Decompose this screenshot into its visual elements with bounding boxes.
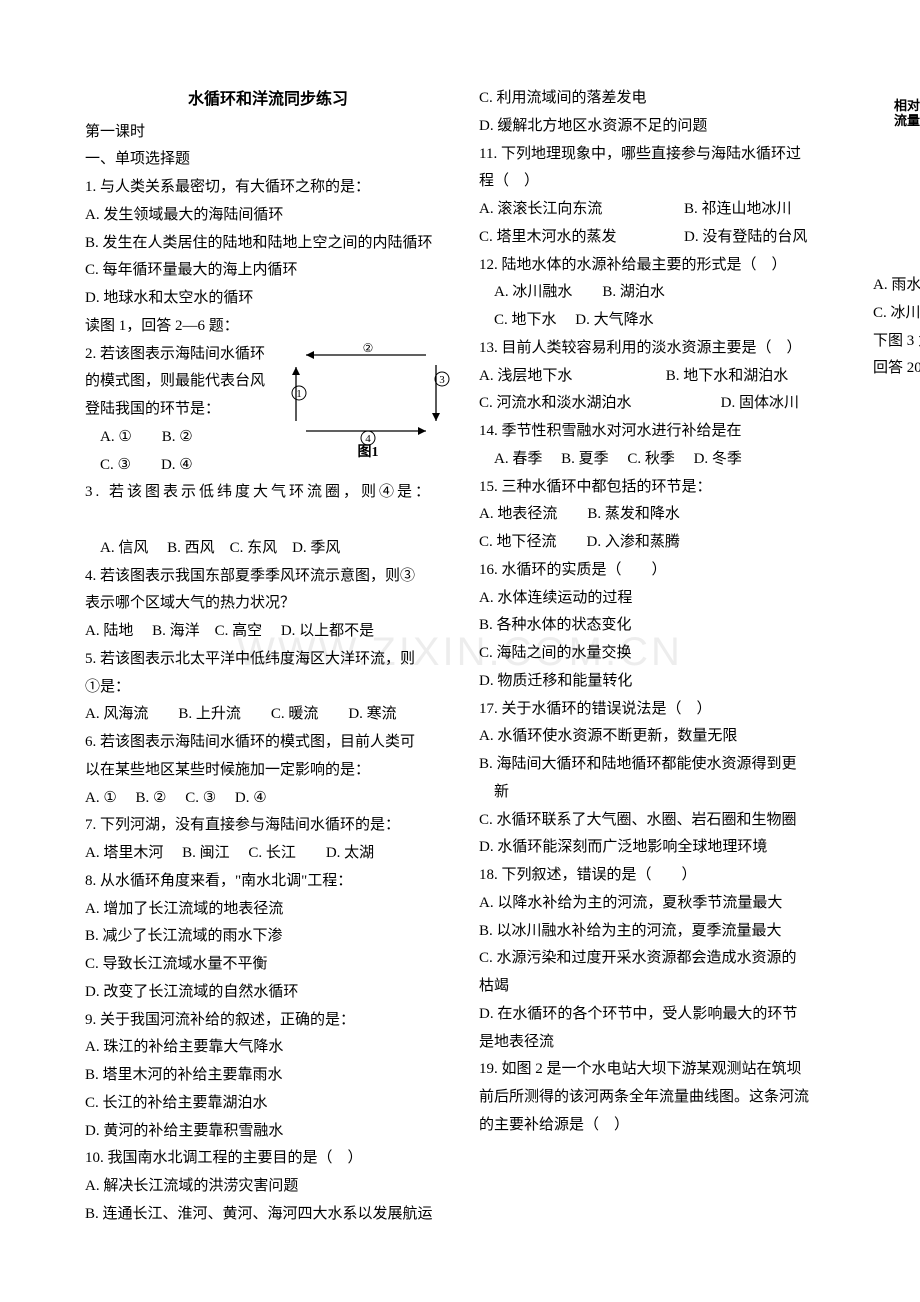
- svg-text:1: 1: [296, 388, 302, 400]
- q9-stem: 9. 关于我国河流补给的叙述，正确的是：: [85, 1007, 451, 1035]
- q5-stem-2: ①是：: [85, 674, 451, 702]
- q12-ab: A. 冰川融水 B. 湖泊水: [479, 279, 845, 307]
- q4-stem-2: 表示哪个区域大气的热力状况？: [85, 590, 451, 618]
- q1-opt-b: B. 发生在人类居住的陆地和陆地上空之间的内陆循环: [85, 230, 451, 258]
- q8-a: A. 增加了长江流域的地表径流: [85, 896, 451, 924]
- q19-stem1: 19. 如图 2 是一个水电站大坝下游某观测站在筑坝: [479, 1056, 845, 1084]
- section-heading: 一、单项选择题: [85, 146, 451, 174]
- q19-ab: A. 雨水 B. 地下水: [873, 272, 920, 300]
- q17-stem: 17. 关于水循环的错误说法是（ ）: [479, 696, 845, 724]
- q10-b: B. 连通长江、淮河、黄河、海河四大水系以发展航运: [85, 1201, 451, 1229]
- q15-stem: 15. 三种水循环中都包括的环节是：: [479, 474, 845, 502]
- q16-c: C. 海陆之间的水量交换: [479, 640, 845, 668]
- q9-c: C. 长江的补给主要靠湖泊水: [85, 1090, 451, 1118]
- q1-opt-d: D. 地球水和太空水的循环: [85, 285, 451, 313]
- q3-stem: 3. 若该图表示低纬度大气环流圈，则④是：: [85, 479, 451, 507]
- q18-c1: C. 水源污染和过度开采水资源都会造成水资源的: [479, 945, 845, 973]
- q9-a: A. 珠江的补给主要靠大气降水: [85, 1034, 451, 1062]
- q11-cd: C. 塔里木河水的蒸发 D. 没有登陆的台风: [479, 224, 845, 252]
- q11-d: D. 没有登陆的台风: [684, 229, 807, 245]
- q17-b1: B. 海陆间大循环和陆地循环都能使水资源得到更: [479, 751, 845, 779]
- q13-cd: C. 河流水和淡水湖泊水 D. 固体冰川: [479, 390, 845, 418]
- q7-opts: A. 塔里木河 B. 闽江 C. 长江 D. 太湖: [85, 840, 451, 868]
- q4-opts: A. 陆地 B. 海洋 C. 高空 D. 以上都不是: [85, 618, 451, 646]
- q13-c: C. 河流水和淡水湖泊水: [479, 390, 717, 418]
- q9-b: B. 塔里木河的补给主要靠雨水: [85, 1062, 451, 1090]
- q19-cd: C. 冰川水 D. 湖泊水: [873, 300, 920, 328]
- q16-b: B. 各种水体的状态变化: [479, 612, 845, 640]
- q19-stem2: 前后所测得的该河两条全年流量曲线图。这条河流: [479, 1084, 845, 1112]
- page-title: 水循环和洋流同步练习: [85, 85, 451, 115]
- q3-opts: A. 信风 B. 西风 C. 东风 D. 季风: [85, 535, 451, 563]
- q4-stem-1: 4. 若该图表示我国东部夏季季风环流示意图，则③: [85, 563, 451, 591]
- q19-stem3: 的主要补给源是（ ）: [479, 1112, 845, 1140]
- svg-text:流量: 流量: [894, 113, 920, 128]
- q11-ab: A. 滚滚长江向东流 B. 祁连山地冰川: [479, 196, 845, 224]
- q1-opt-a: A. 发生领域最大的海陆间循环: [85, 202, 451, 230]
- q10-c: C. 利用流域间的落差发电: [479, 85, 845, 113]
- q12-stem: 12. 陆地水体的水源补给最主要的形式是（ ）: [479, 252, 845, 280]
- q9-d: D. 黄河的补给主要靠积雪融水: [85, 1118, 451, 1146]
- figure-1: ② 1 3 4 图1: [276, 343, 451, 458]
- svg-text:相对: 相对: [894, 98, 920, 113]
- q18-c2: 枯竭: [479, 973, 845, 1001]
- q17-d: D. 水循环能深刻而广泛地影响全球地理环境: [479, 834, 845, 862]
- q17-a: A. 水循环使水资源不断更新，数量无限: [479, 723, 845, 751]
- q16-d: D. 物质迁移和能量转化: [479, 668, 845, 696]
- q8-b: B. 减少了长江流域的雨水下渗: [85, 923, 451, 951]
- q14-opts: A. 春季 B. 夏季 C. 秋季 D. 冬季: [479, 446, 845, 474]
- q11-stem: 11. 下列地理现象中，哪些直接参与海陆水循环过: [479, 141, 845, 169]
- q7-stem: 7. 下列河湖，没有直接参与海陆间水循环的是：: [85, 812, 451, 840]
- spacer: [85, 507, 451, 535]
- q15-ab: A. 地表径流 B. 蒸发和降水: [479, 501, 845, 529]
- q1-stem: 1. 与人类关系最密切，有大循环之称的是：: [85, 174, 451, 202]
- q5-opts: A. 风海流 B. 上升流 C. 暖流 D. 寒流: [85, 701, 451, 729]
- two-column-body: 水循环和洋流同步练习 第一课时 一、单项选择题 1. 与人类关系最密切，有大循环…: [85, 85, 845, 1250]
- q16-a: A. 水体连续运动的过程: [479, 585, 845, 613]
- q18-d1: D. 在水循环的各个环节中，受人影响最大的环节: [479, 1001, 845, 1029]
- q11-b: B. 祁连山地冰川: [684, 201, 792, 217]
- q18-a: A. 以降水补给为主的河流，夏秋季节流量最大: [479, 890, 845, 918]
- q8-c: C. 导致长江流域水量不平衡: [85, 951, 451, 979]
- q1-opt-c: C. 每年循环量最大的海上内循环: [85, 257, 451, 285]
- q13-ab: A. 浅层地下水 B. 地下水和湖泊水: [479, 363, 845, 391]
- q11-stem2: 程（ ）: [479, 168, 845, 196]
- svg-text:3: 3: [439, 374, 445, 386]
- q6-opts: A. ① B. ② C. ③ D. ④: [85, 785, 451, 813]
- q18-b: B. 以冰川融水补给为主的河流，夏季流量最大: [479, 918, 845, 946]
- q13-a: A. 浅层地下水: [479, 363, 662, 391]
- q8-d: D. 改变了长江流域的自然水循环: [85, 979, 451, 1007]
- q13-d: D. 固体冰川: [721, 395, 799, 411]
- q11-a: A. 滚滚长江向东流: [479, 196, 680, 224]
- q17-b2: 新: [479, 779, 845, 807]
- svg-text:②: ②: [363, 343, 374, 355]
- q18-d2: 是地表径流: [479, 1029, 845, 1057]
- q5-stem-1: 5. 若该图表示北太平洋中低纬度海区大洋环流，则: [85, 646, 451, 674]
- figure-2-chart: 相对 流量 雨量(mm) 50 100 0 1 2 3 4 5 6: [886, 85, 920, 270]
- q6-stem-1: 6. 若该图表示海陆间水循环的模式图，目前人类可: [85, 729, 451, 757]
- fig1-caption: 图1: [358, 444, 379, 458]
- read-fig3-b: 回答 20-21 题。: [873, 355, 920, 383]
- svg-text:4: 4: [365, 433, 371, 445]
- q10-d: D. 缓解北方地区水资源不足的问题: [479, 113, 845, 141]
- q10-a: A. 解决长江流域的洪涝灾害问题: [85, 1173, 451, 1201]
- q13-b: B. 地下水和湖泊水: [666, 368, 789, 384]
- q18-stem: 18. 下列叙述，错误的是（ ）: [479, 862, 845, 890]
- q8-stem: 8. 从水循环角度来看，"南水北调"工程：: [85, 868, 451, 896]
- q13-stem: 13. 目前人类较容易利用的淡水资源主要是（ ）: [479, 335, 845, 363]
- q15-cd: C. 地下径流 D. 入渗和蒸腾: [479, 529, 845, 557]
- read-fig3-a: 下图 3 为某河流的年径流量变化曲线示意图。读图，: [873, 328, 920, 356]
- q17-c: C. 水循环联系了大气圈、水圈、岩石圈和生物圈: [479, 807, 845, 835]
- read-fig1: 读图 1，回答 2—6 题：: [85, 313, 451, 341]
- q10-stem: 10. 我国南水北调工程的主要目的是（ ）: [85, 1145, 451, 1173]
- q12-cd: C. 地下水 D. 大气降水: [479, 307, 845, 335]
- session-label: 第一课时: [85, 119, 451, 147]
- q6-stem-2: 以在某些地区某些时候施加一定影响的是：: [85, 757, 451, 785]
- q11-c: C. 塔里木河水的蒸发: [479, 224, 680, 252]
- q16-stem: 16. 水循环的实质是（ ）: [479, 557, 845, 585]
- q14-stem: 14. 季节性积雪融水对河水进行补给是在: [479, 418, 845, 446]
